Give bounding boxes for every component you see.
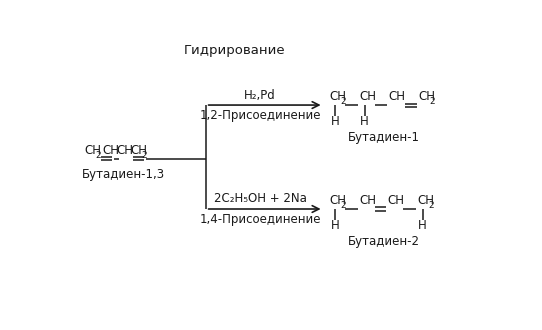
Text: CH: CH xyxy=(102,144,120,157)
Text: H: H xyxy=(331,219,339,232)
Text: CH: CH xyxy=(389,90,405,103)
Text: CH: CH xyxy=(330,194,347,207)
Text: 2: 2 xyxy=(340,201,346,210)
Text: Бутадиен-2: Бутадиен-2 xyxy=(348,235,420,248)
Text: 2: 2 xyxy=(430,97,435,106)
Text: H: H xyxy=(360,115,369,128)
Text: CH: CH xyxy=(359,90,376,103)
Text: 2C₂H₅OH + 2Na: 2C₂H₅OH + 2Na xyxy=(214,192,306,205)
Text: 2: 2 xyxy=(95,151,101,160)
Text: H₂,Pd: H₂,Pd xyxy=(244,88,276,102)
Text: CH: CH xyxy=(131,144,147,157)
Text: CH: CH xyxy=(330,90,347,103)
Text: Бутадиен-1: Бутадиен-1 xyxy=(348,131,420,144)
Text: CH: CH xyxy=(388,194,405,207)
Text: CH: CH xyxy=(117,144,133,157)
Text: CH: CH xyxy=(419,90,436,103)
Text: Бутадиен-1,3: Бутадиен-1,3 xyxy=(82,168,165,181)
Text: H: H xyxy=(418,219,427,232)
Text: H: H xyxy=(331,115,339,128)
Text: 1,2-Присоединение: 1,2-Присоединение xyxy=(199,109,321,121)
Text: Гидрирование: Гидрирование xyxy=(184,44,285,57)
Text: 2: 2 xyxy=(141,151,147,160)
Text: 2: 2 xyxy=(428,201,434,210)
Text: CH: CH xyxy=(417,194,434,207)
Text: CH: CH xyxy=(85,144,102,157)
Text: CH: CH xyxy=(359,194,376,207)
Text: 2: 2 xyxy=(340,97,346,106)
Text: 1,4-Присоединение: 1,4-Присоединение xyxy=(199,213,321,225)
